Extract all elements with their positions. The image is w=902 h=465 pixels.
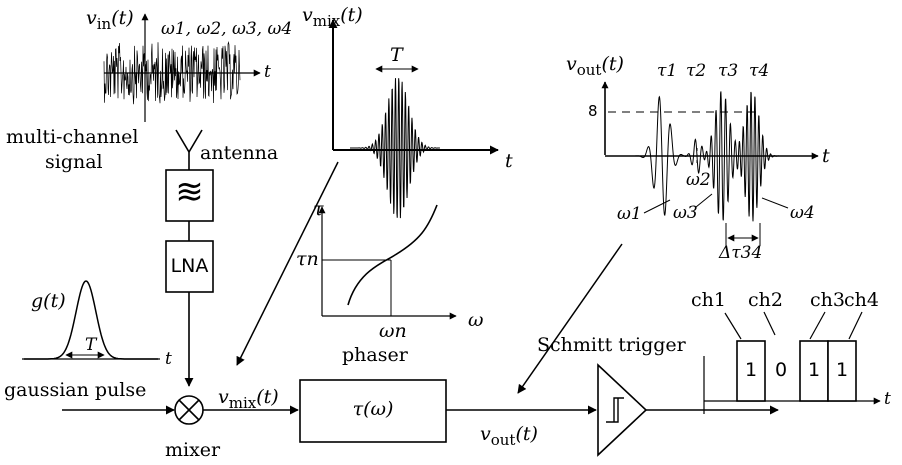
bit-1: 1: [744, 359, 758, 381]
multichannel-caption-2: signal: [45, 151, 103, 173]
tau2-label: τ2: [686, 61, 707, 81]
phaser-plot-tau: τ: [313, 198, 324, 220]
phaser-plot-omega: ω: [468, 309, 484, 331]
input-noise-waveform: [103, 41, 241, 105]
vmix-waveform: [350, 78, 440, 219]
vout-level-label: 8: [588, 102, 598, 120]
bit-4: 1: [835, 359, 849, 381]
bits-t-label: t: [884, 389, 891, 409]
channel-pointers: [724, 311, 863, 340]
omega2-label: ω2: [686, 170, 711, 190]
ch3-label: ch3: [810, 289, 845, 311]
lna-block: [165, 240, 214, 293]
bit-3: 1: [807, 359, 821, 381]
schmitt-trigger-symbol: [597, 363, 648, 457]
phaser-to-vout-plot-arrow: [517, 243, 623, 394]
vout-plot-ylabel: vout(t): [566, 53, 624, 79]
vout-waveform: [612, 91, 785, 222]
mixer-caption: mixer: [165, 439, 221, 461]
bit-box-1: [736, 340, 766, 402]
bit-box-4: [827, 340, 857, 402]
phaser-plot-omega-n: ωn: [379, 320, 407, 342]
vout-plot-t: t: [822, 145, 830, 167]
omega-pointers: [643, 193, 789, 214]
vmix-plot-t: t: [505, 150, 513, 172]
gaussian-T-label: T: [85, 335, 97, 355]
omega4-label: ω4: [790, 203, 815, 223]
ch4-label: ch4: [844, 289, 879, 311]
gaussian-t-label: t: [165, 349, 172, 369]
schmitt-caption: Schmitt trigger: [537, 334, 686, 356]
tau4-label: τ4: [749, 61, 770, 81]
bit-boxes: [736, 340, 857, 402]
ch2-label: ch2: [748, 289, 783, 311]
bit-2: 0: [774, 359, 788, 381]
phaser-block-label: τ(ω): [352, 398, 394, 420]
vmix-plot-T: T: [390, 44, 403, 66]
omega1-label: ω1: [617, 204, 642, 224]
antenna-caption: antenna: [200, 142, 279, 164]
mixer-symbol: [174, 395, 204, 425]
gaussian-pulse-curve: [24, 280, 158, 360]
filter-symbol: ≋: [175, 172, 204, 212]
lna-label: LNA: [170, 255, 209, 277]
omega3-label: ω3: [673, 203, 698, 223]
vout-line-label: vout(t): [480, 423, 538, 449]
input-t-label: t: [264, 62, 271, 82]
antenna-symbol: [175, 129, 203, 170]
input-frequencies: ω1, ω2, ω3, ω4: [161, 19, 293, 39]
mixer-to-vmix-plot-arrow: [236, 161, 339, 366]
multichannel-caption-1: multi-channel: [6, 126, 139, 148]
vmix-plot-ylabel: vmix(t): [302, 4, 363, 30]
vmix-line-label: vmix(t): [218, 386, 279, 412]
delta-tau-label: Δτ34: [719, 243, 763, 263]
vin-label: vin(t): [86, 7, 134, 33]
tau3-label: τ3: [718, 61, 739, 81]
phaser-caption: phaser: [342, 344, 408, 366]
gaussian-caption: gaussian pulse: [4, 379, 147, 401]
ch1-label: ch1: [691, 289, 726, 311]
phaser-plot-tau-n: τn: [296, 248, 319, 270]
phaser-delay-curve: [347, 204, 438, 306]
gaussian-label: g(t): [31, 290, 66, 312]
phaser-block: [299, 379, 447, 443]
tau1-label: τ1: [657, 61, 678, 81]
